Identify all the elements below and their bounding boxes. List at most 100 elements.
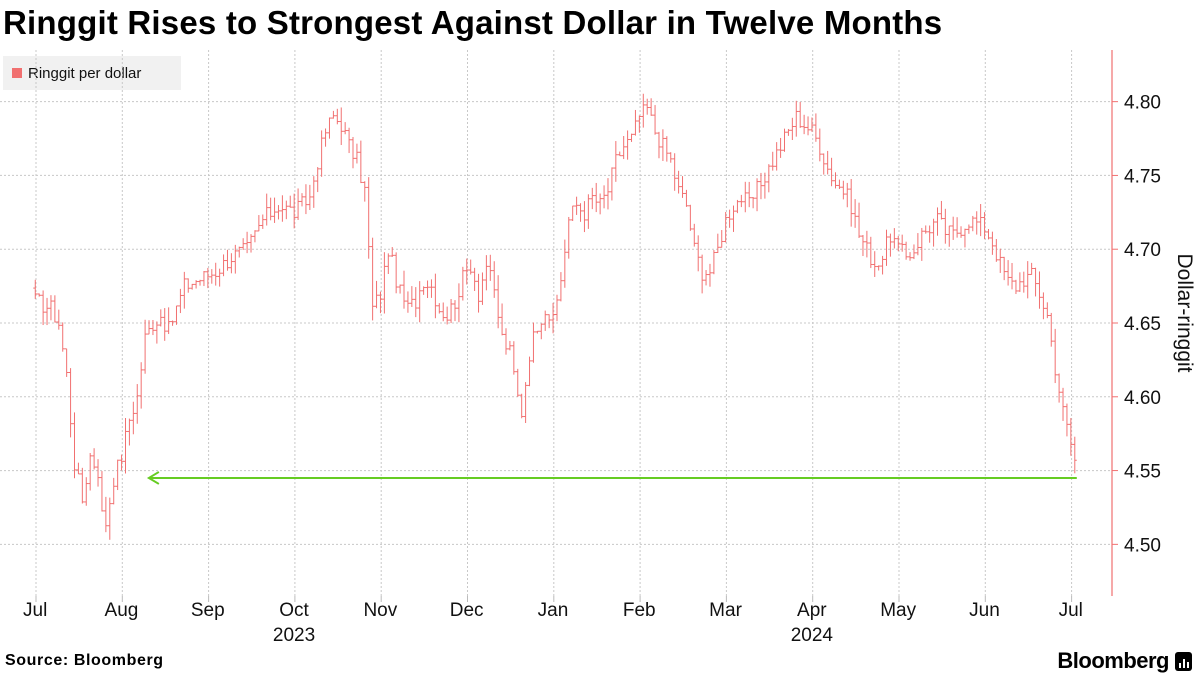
ohlc-bar-244 <box>990 231 995 255</box>
ohlc-bar-245 <box>994 238 999 262</box>
ohlc-bar-96 <box>409 286 414 308</box>
ohlc-bar-162 <box>668 152 673 163</box>
ohlc-bar-17 <box>99 471 104 512</box>
ohlc-bar-208 <box>849 179 854 227</box>
ohlc-bar-189 <box>774 142 779 171</box>
ohlc-bar-100 <box>425 280 430 299</box>
ohlc-bar-217 <box>884 229 889 266</box>
ohlc-bar-243 <box>986 228 991 240</box>
ohlc-bars <box>33 93 1077 540</box>
ohlc-bar-95 <box>405 291 410 313</box>
ohlc-bar-147 <box>609 167 614 201</box>
ohlc-bar-264 <box>1068 418 1073 456</box>
ohlc-bar-129 <box>539 323 544 340</box>
ytick-label-0: 4.50 <box>1124 535 1161 556</box>
month-label-9: Apr <box>797 600 827 621</box>
month-label-7: Feb <box>623 600 656 621</box>
ohlc-bar-188 <box>770 151 775 171</box>
ohlc-bar-133 <box>554 294 559 322</box>
ohlc-bar-90 <box>386 253 391 274</box>
ohlc-bar-65 <box>288 195 293 208</box>
ohlc-bar-88 <box>378 291 383 314</box>
ohlc-bar-21 <box>115 459 120 491</box>
brand-name: Bloomberg <box>1057 648 1169 673</box>
ohlc-bar-1 <box>37 293 42 297</box>
ohlc-bar-23 <box>123 418 128 474</box>
month-label-8: Mar <box>709 600 742 621</box>
source-note: Source: Bloomberg <box>5 652 164 669</box>
ohlc-bar-214 <box>872 251 877 277</box>
ohlc-bar-128 <box>535 330 540 334</box>
ohlc-bar-249 <box>1010 262 1015 290</box>
ohlc-bar-34 <box>166 307 171 335</box>
ohlc-bar-181 <box>743 181 748 213</box>
ohlc-bar-14 <box>88 453 93 491</box>
ohlc-bar-155 <box>641 93 646 128</box>
ohlc-bar-201 <box>821 153 826 175</box>
ohlc-bar-105 <box>445 306 450 325</box>
ohlc-bar-35 <box>170 320 175 326</box>
ohlc-bar-234 <box>951 216 956 240</box>
ohlc-bar-57 <box>256 215 261 232</box>
ohlc-bar-81 <box>351 136 356 169</box>
ohlc-bar-38 <box>182 271 187 309</box>
annotation-layer <box>146 471 1077 485</box>
ohlc-bar-221 <box>900 234 905 252</box>
ohlc-bar-190 <box>778 137 783 158</box>
month-label-4: Nov <box>363 600 397 621</box>
month-label-6: Jan <box>538 600 569 621</box>
ohlc-bar-195 <box>798 101 803 128</box>
ohlc-bar-39 <box>186 278 191 293</box>
ohlc-bar-52 <box>237 246 242 258</box>
ohlc-bar-261 <box>1057 373 1062 403</box>
ohlc-bar-185 <box>758 172 763 200</box>
ohlc-bar-259 <box>1049 312 1054 347</box>
ohlc-bar-50 <box>229 253 234 274</box>
ohlc-bar-226 <box>919 227 924 261</box>
ohlc-bar-164 <box>676 170 681 194</box>
ohlc-bar-137 <box>570 205 575 221</box>
ohlc-bar-45 <box>209 269 214 284</box>
ohlc-bar-141 <box>586 194 591 229</box>
ohlc-bar-103 <box>437 303 442 314</box>
ohlc-bar-157 <box>649 98 654 116</box>
ohlc-bar-156 <box>645 98 650 115</box>
ohlc-bar-197 <box>806 116 811 136</box>
ohlc-bar-230 <box>935 207 940 236</box>
ohlc-bar-152 <box>629 133 634 142</box>
ohlc-bar-212 <box>864 230 869 258</box>
ohlc-bar-108 <box>456 283 461 323</box>
ohlc-bar-218 <box>888 233 893 257</box>
ohlc-bar-30 <box>150 319 155 336</box>
ytick-label-6: 4.80 <box>1124 93 1161 114</box>
ohlc-bar-112 <box>472 267 477 291</box>
ohlc-bar-222 <box>904 241 909 260</box>
ohlc-bar-99 <box>421 286 426 295</box>
ohlc-bar-32 <box>158 309 163 327</box>
ohlc-bar-257 <box>1041 292 1046 320</box>
ohlc-bar-121 <box>507 340 512 351</box>
bloomberg-terminal-icon <box>1175 651 1192 671</box>
ohlc-bar-192 <box>786 128 791 136</box>
ohlc-bar-211 <box>860 235 865 257</box>
ohlc-bar-171 <box>704 270 709 286</box>
ohlc-bar-7 <box>60 322 65 352</box>
month-label-2: Sep <box>191 600 225 621</box>
ohlc-bar-58 <box>260 214 265 229</box>
ohlc-bar-255 <box>1033 267 1038 297</box>
ohlc-bar-178 <box>731 205 736 232</box>
ohlc-bar-224 <box>911 244 916 260</box>
ohlc-bar-161 <box>664 136 669 162</box>
ohlc-bar-203 <box>829 157 834 187</box>
ohlc-bar-260 <box>1053 328 1058 384</box>
y-axis-title: Dollar-ringgit <box>1173 253 1196 372</box>
ohlc-bar-73 <box>319 130 324 177</box>
ohlc-bar-182 <box>747 181 752 208</box>
ohlc-bar-138 <box>574 196 579 215</box>
ohlc-bar-174 <box>715 233 720 253</box>
ohlc-bar-146 <box>605 178 610 210</box>
ohlc-bar-13 <box>84 477 89 506</box>
ohlc-bar-61 <box>272 197 277 223</box>
ohlc-bar-101 <box>429 279 434 298</box>
ohlc-bar-216 <box>880 255 885 275</box>
